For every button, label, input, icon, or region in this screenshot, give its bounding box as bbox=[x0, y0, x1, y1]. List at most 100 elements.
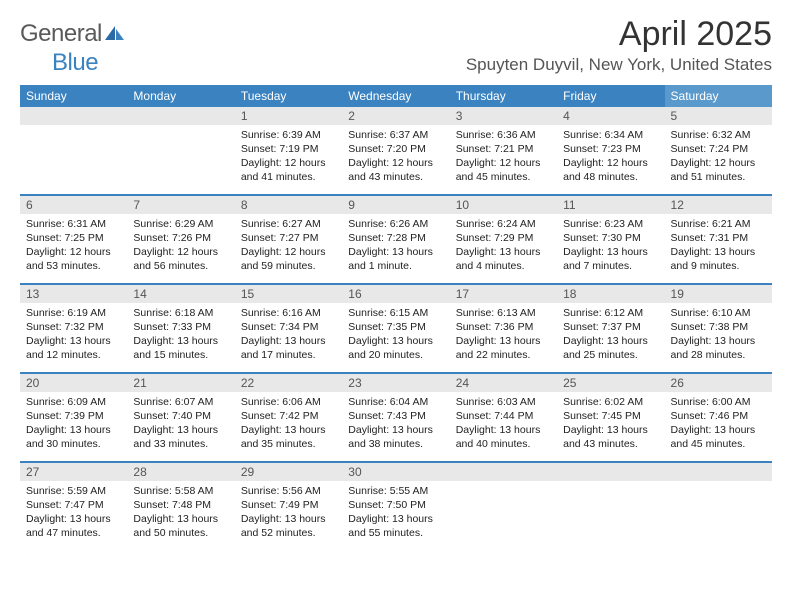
sunrise-text: Sunrise: 5:55 AM bbox=[348, 484, 443, 498]
calendar-cell bbox=[20, 107, 127, 195]
day-detail: Sunrise: 5:56 AMSunset: 7:49 PMDaylight:… bbox=[235, 481, 342, 543]
sunset-text: Sunset: 7:40 PM bbox=[133, 409, 228, 423]
sunset-text: Sunset: 7:37 PM bbox=[563, 320, 658, 334]
day-detail: Sunrise: 6:06 AMSunset: 7:42 PMDaylight:… bbox=[235, 392, 342, 454]
day-detail: Sunrise: 6:04 AMSunset: 7:43 PMDaylight:… bbox=[342, 392, 449, 454]
sunset-text: Sunset: 7:35 PM bbox=[348, 320, 443, 334]
sunrise-text: Sunrise: 6:04 AM bbox=[348, 395, 443, 409]
calendar-cell: 23Sunrise: 6:04 AMSunset: 7:43 PMDayligh… bbox=[342, 374, 449, 462]
day-number: 27 bbox=[20, 463, 127, 481]
sunset-text: Sunset: 7:26 PM bbox=[133, 231, 228, 245]
day-number: 7 bbox=[127, 196, 234, 214]
sunset-text: Sunset: 7:31 PM bbox=[671, 231, 766, 245]
day-number: 17 bbox=[450, 285, 557, 303]
day-number: 19 bbox=[665, 285, 772, 303]
daylight-text: Daylight: 13 hours and 52 minutes. bbox=[241, 512, 336, 540]
sunset-text: Sunset: 7:20 PM bbox=[348, 142, 443, 156]
calendar-cell: 6Sunrise: 6:31 AMSunset: 7:25 PMDaylight… bbox=[20, 196, 127, 284]
day-number: 16 bbox=[342, 285, 449, 303]
day-number: 25 bbox=[557, 374, 664, 392]
daylight-text: Daylight: 13 hours and 38 minutes. bbox=[348, 423, 443, 451]
day-detail: Sunrise: 6:21 AMSunset: 7:31 PMDaylight:… bbox=[665, 214, 772, 276]
day-detail: Sunrise: 6:34 AMSunset: 7:23 PMDaylight:… bbox=[557, 125, 664, 187]
day-number bbox=[665, 463, 772, 481]
day-detail: Sunrise: 6:07 AMSunset: 7:40 PMDaylight:… bbox=[127, 392, 234, 454]
daylight-text: Daylight: 13 hours and 28 minutes. bbox=[671, 334, 766, 362]
calendar-week: 13Sunrise: 6:19 AMSunset: 7:32 PMDayligh… bbox=[20, 285, 772, 373]
daylight-text: Daylight: 13 hours and 35 minutes. bbox=[241, 423, 336, 451]
daylight-text: Daylight: 13 hours and 25 minutes. bbox=[563, 334, 658, 362]
sunrise-text: Sunrise: 6:29 AM bbox=[133, 217, 228, 231]
daylight-text: Daylight: 13 hours and 33 minutes. bbox=[133, 423, 228, 451]
day-detail: Sunrise: 6:03 AMSunset: 7:44 PMDaylight:… bbox=[450, 392, 557, 454]
calendar-cell bbox=[665, 463, 772, 551]
day-detail: Sunrise: 6:00 AMSunset: 7:46 PMDaylight:… bbox=[665, 392, 772, 454]
calendar-week: 27Sunrise: 5:59 AMSunset: 7:47 PMDayligh… bbox=[20, 463, 772, 551]
day-detail: Sunrise: 6:02 AMSunset: 7:45 PMDaylight:… bbox=[557, 392, 664, 454]
day-detail: Sunrise: 6:23 AMSunset: 7:30 PMDaylight:… bbox=[557, 214, 664, 276]
sunset-text: Sunset: 7:47 PM bbox=[26, 498, 121, 512]
sunset-text: Sunset: 7:39 PM bbox=[26, 409, 121, 423]
daylight-text: Daylight: 13 hours and 17 minutes. bbox=[241, 334, 336, 362]
sunrise-text: Sunrise: 6:34 AM bbox=[563, 128, 658, 142]
location: Spuyten Duyvil, New York, United States bbox=[466, 55, 772, 75]
daylight-text: Daylight: 13 hours and 4 minutes. bbox=[456, 245, 551, 273]
day-number: 26 bbox=[665, 374, 772, 392]
daylight-text: Daylight: 13 hours and 43 minutes. bbox=[563, 423, 658, 451]
calendar-page: General Blue April 2025 Spuyten Duyvil, … bbox=[0, 0, 792, 612]
day-detail: Sunrise: 6:12 AMSunset: 7:37 PMDaylight:… bbox=[557, 303, 664, 365]
logo-sail-icon bbox=[104, 21, 126, 49]
sunset-text: Sunset: 7:34 PM bbox=[241, 320, 336, 334]
day-detail: Sunrise: 6:13 AMSunset: 7:36 PMDaylight:… bbox=[450, 303, 557, 365]
sunset-text: Sunset: 7:30 PM bbox=[563, 231, 658, 245]
day-number: 23 bbox=[342, 374, 449, 392]
sunrise-text: Sunrise: 6:24 AM bbox=[456, 217, 551, 231]
sunrise-text: Sunrise: 6:10 AM bbox=[671, 306, 766, 320]
day-number bbox=[450, 463, 557, 481]
day-number: 1 bbox=[235, 107, 342, 125]
calendar-header: SundayMondayTuesdayWednesdayThursdayFrid… bbox=[20, 85, 772, 107]
daylight-text: Daylight: 13 hours and 55 minutes. bbox=[348, 512, 443, 540]
sunrise-text: Sunrise: 6:26 AM bbox=[348, 217, 443, 231]
daylight-text: Daylight: 13 hours and 22 minutes. bbox=[456, 334, 551, 362]
logo: General Blue bbox=[20, 20, 126, 77]
sunset-text: Sunset: 7:25 PM bbox=[26, 231, 121, 245]
calendar-cell: 13Sunrise: 6:19 AMSunset: 7:32 PMDayligh… bbox=[20, 285, 127, 373]
logo-text: General Blue bbox=[20, 20, 126, 77]
calendar-cell: 7Sunrise: 6:29 AMSunset: 7:26 PMDaylight… bbox=[127, 196, 234, 284]
header: General Blue April 2025 Spuyten Duyvil, … bbox=[20, 16, 772, 77]
daylight-text: Daylight: 12 hours and 48 minutes. bbox=[563, 156, 658, 184]
sunrise-text: Sunrise: 6:06 AM bbox=[241, 395, 336, 409]
daylight-text: Daylight: 13 hours and 45 minutes. bbox=[671, 423, 766, 451]
sunset-text: Sunset: 7:32 PM bbox=[26, 320, 121, 334]
calendar-cell: 20Sunrise: 6:09 AMSunset: 7:39 PMDayligh… bbox=[20, 374, 127, 462]
calendar-cell bbox=[127, 107, 234, 195]
calendar-cell: 17Sunrise: 6:13 AMSunset: 7:36 PMDayligh… bbox=[450, 285, 557, 373]
calendar-week: 20Sunrise: 6:09 AMSunset: 7:39 PMDayligh… bbox=[20, 374, 772, 462]
calendar-cell: 18Sunrise: 6:12 AMSunset: 7:37 PMDayligh… bbox=[557, 285, 664, 373]
day-detail: Sunrise: 6:16 AMSunset: 7:34 PMDaylight:… bbox=[235, 303, 342, 365]
day-detail: Sunrise: 5:58 AMSunset: 7:48 PMDaylight:… bbox=[127, 481, 234, 543]
sunset-text: Sunset: 7:49 PM bbox=[241, 498, 336, 512]
day-number: 21 bbox=[127, 374, 234, 392]
day-number: 10 bbox=[450, 196, 557, 214]
day-number: 5 bbox=[665, 107, 772, 125]
calendar-cell: 2Sunrise: 6:37 AMSunset: 7:20 PMDaylight… bbox=[342, 107, 449, 195]
sunrise-text: Sunrise: 6:27 AM bbox=[241, 217, 336, 231]
sunrise-text: Sunrise: 5:56 AM bbox=[241, 484, 336, 498]
sunrise-text: Sunrise: 6:07 AM bbox=[133, 395, 228, 409]
sunrise-text: Sunrise: 6:18 AM bbox=[133, 306, 228, 320]
sunrise-text: Sunrise: 5:58 AM bbox=[133, 484, 228, 498]
daylight-text: Daylight: 12 hours and 43 minutes. bbox=[348, 156, 443, 184]
sunset-text: Sunset: 7:29 PM bbox=[456, 231, 551, 245]
day-header-monday: Monday bbox=[127, 85, 234, 107]
day-header-friday: Friday bbox=[557, 85, 664, 107]
calendar-cell bbox=[450, 463, 557, 551]
calendar-cell: 15Sunrise: 6:16 AMSunset: 7:34 PMDayligh… bbox=[235, 285, 342, 373]
day-detail: Sunrise: 6:31 AMSunset: 7:25 PMDaylight:… bbox=[20, 214, 127, 276]
daylight-text: Daylight: 13 hours and 47 minutes. bbox=[26, 512, 121, 540]
day-detail: Sunrise: 6:26 AMSunset: 7:28 PMDaylight:… bbox=[342, 214, 449, 276]
day-number: 30 bbox=[342, 463, 449, 481]
day-detail: Sunrise: 5:59 AMSunset: 7:47 PMDaylight:… bbox=[20, 481, 127, 543]
daylight-text: Daylight: 13 hours and 40 minutes. bbox=[456, 423, 551, 451]
